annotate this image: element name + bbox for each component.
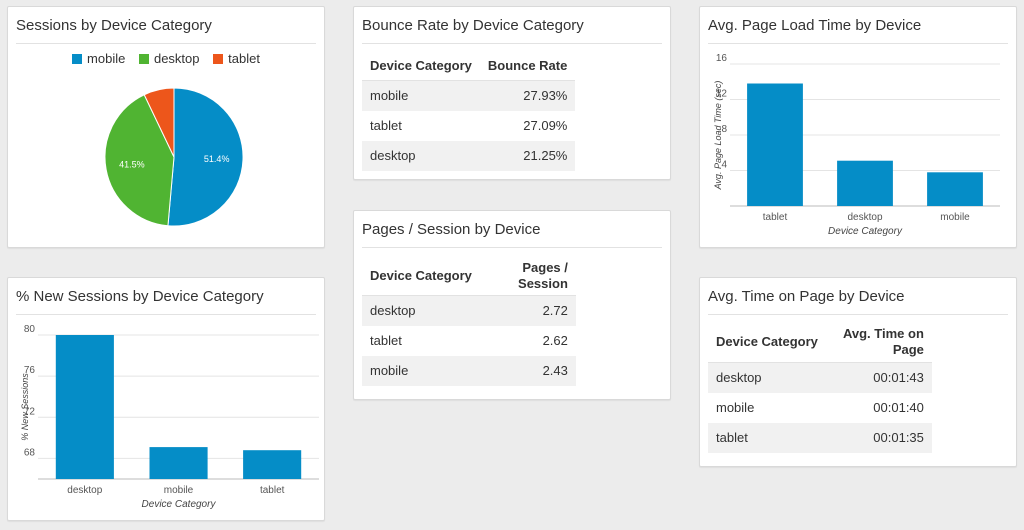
y-tick-label: 68 (24, 447, 36, 458)
new-sessions-title: % New Sessions by Device Category (16, 278, 316, 315)
table-row: tablet 27.09% (362, 111, 575, 141)
legend-label: desktop (153, 51, 200, 66)
y-tick-label: 16 (716, 53, 728, 64)
bounce-rate-table: Device Category Bounce Rate mobile 27.93… (362, 51, 576, 171)
x-tick-label: desktop (67, 485, 102, 496)
legend-item-mobile[interactable]: mobile (72, 51, 125, 66)
table-cell: desktop (708, 362, 826, 393)
table-cell: 2.43 (479, 355, 576, 386)
table-cell: 00:01:35 (825, 422, 932, 453)
pie-slice-mobile[interactable] (167, 87, 244, 227)
x-axis-title: Device Category (142, 499, 217, 510)
table-cell: 00:01:40 (873, 400, 924, 415)
legend-item-tablet[interactable]: tablet (213, 51, 260, 66)
table-cell: desktop (362, 140, 480, 171)
time-on-page-title: Avg. Time on Page by Device (708, 278, 1008, 315)
legend-label: tablet (228, 51, 260, 66)
y-tick-label: 8 (721, 124, 727, 135)
pages-per-session-table: Device Category Pages / Session desktop … (362, 257, 576, 386)
y-tick-label: 4 (721, 160, 727, 171)
y-tick-label: 12 (716, 89, 728, 100)
legend-swatch (213, 54, 224, 64)
page-load-time-card: Avg. Page Load Time by Device 4 8 12 16 tabl… (699, 6, 1017, 248)
column-header[interactable]: Pages / Session (479, 257, 576, 296)
x-tick-label: desktop (847, 212, 882, 223)
table-row: mobile 00:01:40 (708, 393, 932, 423)
table-row: desktop 2.72 (362, 295, 576, 326)
column-header[interactable]: Device Category (708, 322, 826, 363)
bar-mobile[interactable] (927, 172, 983, 206)
legend-label: mobile (87, 51, 126, 66)
time-on-page-card: Avg. Time on Page by Device Device Categ… (699, 277, 1017, 467)
table-cell: mobile (716, 400, 755, 415)
bounce-rate-card: Bounce Rate by Device Category Device Ca… (353, 6, 671, 180)
table-cell: mobile (362, 80, 480, 111)
column-header[interactable]: Avg. Time on Page (825, 322, 932, 363)
sessions-title: Sessions by Device Category (16, 7, 316, 44)
x-tick-label: mobile (940, 212, 970, 223)
table-row: tablet 2.62 (362, 326, 576, 356)
table-cell: 27.09% (523, 118, 568, 133)
sessions-card: Sessions by Device Category mobile deskt… (7, 6, 325, 248)
y-axis-title: Avg. Page Load Time (sec) (713, 81, 723, 191)
column-header[interactable]: Device Category (362, 257, 480, 296)
bar-mobile[interactable] (149, 447, 208, 479)
pages-per-session-title: Pages / Session by Device (362, 211, 662, 248)
x-tick-label: mobile (164, 485, 194, 496)
bar-desktop[interactable] (55, 335, 114, 479)
y-tick-label: 76 (24, 365, 36, 376)
legend-swatch (138, 54, 149, 64)
table-cell: tablet (370, 118, 402, 133)
table-cell: 00:01:43 (825, 362, 932, 393)
table-cell: 27.93% (479, 80, 576, 111)
pie-data-label: 51.4% (204, 154, 230, 164)
column-header[interactable]: Device Category (362, 51, 480, 81)
x-axis-title: Device Category (828, 226, 903, 237)
y-tick-label: 72 (24, 406, 36, 417)
table-cell: 2.62 (542, 333, 568, 348)
legend-swatch (72, 54, 83, 64)
table-cell: desktop (362, 295, 480, 326)
bar-tablet[interactable] (747, 83, 803, 207)
x-tick-label: tablet (260, 485, 285, 496)
pie-slice-desktop[interactable] (104, 94, 175, 227)
table-cell: tablet (708, 422, 826, 453)
table-row: mobile 27.93% (362, 80, 576, 111)
table-cell: mobile (362, 355, 480, 386)
pages-per-session-card: Pages / Session by Device Device Categor… (353, 210, 671, 400)
y-axis-title: % New Sessions (20, 373, 30, 441)
pie-data-label: 41.5% (119, 160, 145, 170)
table-cell: 2.72 (479, 295, 576, 326)
y-tick-label: 80 (24, 324, 36, 335)
x-tick-label: tablet (763, 212, 788, 223)
time-on-page-table: Device Category Avg. Time on Page deskto… (708, 322, 932, 453)
table-row: desktop 21.25% (362, 140, 576, 171)
pie-slice-tablet[interactable] (143, 87, 175, 158)
legend-item-desktop[interactable]: desktop (138, 51, 200, 66)
table-row: desktop 00:01:43 (708, 362, 932, 393)
table-row: mobile 2.43 (362, 355, 576, 386)
bar-desktop[interactable] (837, 160, 893, 206)
table-row: tablet 00:01:35 (708, 422, 932, 453)
new-sessions-card: % New Sessions by Device Category 68 72 76… (7, 277, 325, 521)
sessions-legend: mobile desktop tablet (8, 51, 324, 66)
table-cell: 21.25% (479, 140, 576, 171)
bar-tablet[interactable] (243, 450, 302, 479)
page-load-time-title: Avg. Page Load Time by Device (708, 7, 1008, 44)
column-header[interactable]: Bounce Rate (479, 51, 576, 81)
table-cell: tablet (370, 333, 402, 348)
bounce-rate-title: Bounce Rate by Device Category (362, 7, 662, 44)
